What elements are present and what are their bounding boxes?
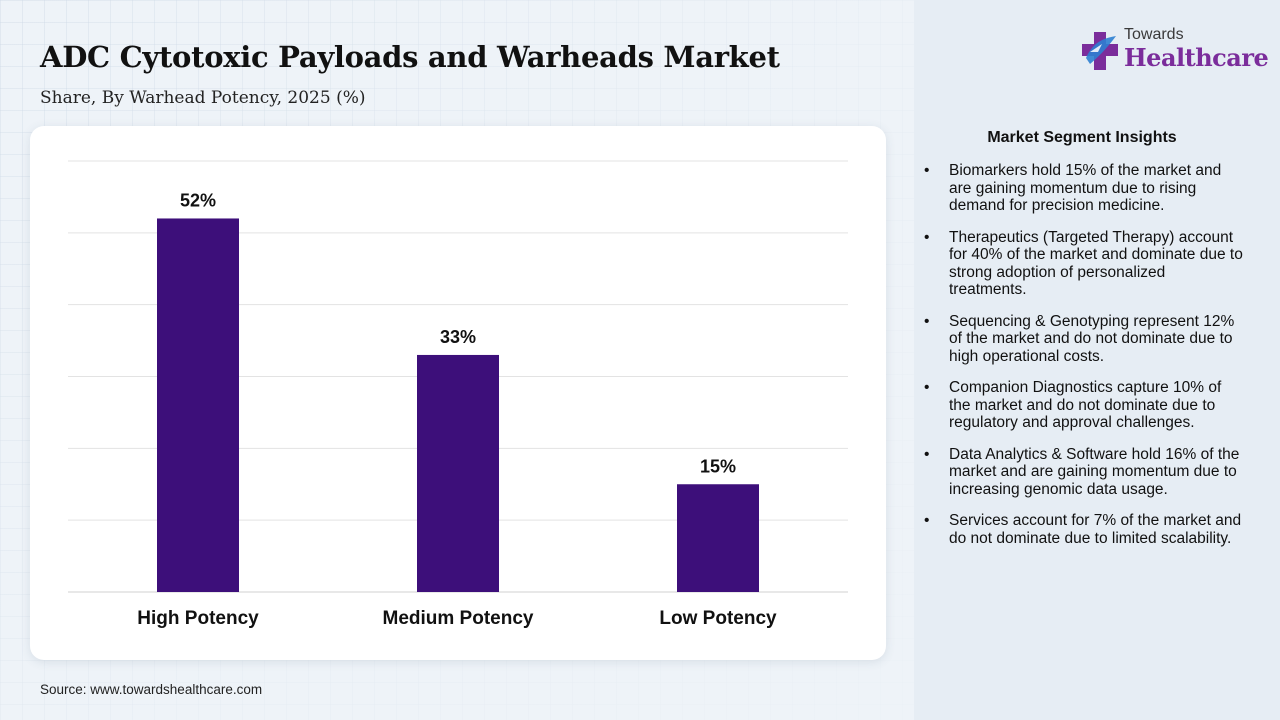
insight-text: Services account for 7% of the market an… [949,512,1242,547]
insight-text: Biomarkers hold 15% of the market and ar… [949,162,1222,214]
bar [677,484,759,592]
brand-name-small: Towards [1124,26,1184,43]
chart-card: 52% High Potency 33% Medium Potency 15% Low P… [30,126,886,660]
insight-text: Companion Diagnostics capture 10% of the… [949,379,1222,431]
bullet-icon: • [924,445,930,463]
data-label: 52% [180,190,216,210]
insight-item: • Data Analytics & Software hold 16% of t… [924,446,1244,499]
bullet-icon: • [924,512,930,529]
page-title: ADC Cytotoxic Payloads and Warheads Mark… [40,40,780,74]
insight-item: • Therapeutics (Targeted Therapy) account… [924,229,1244,299]
bar [417,354,499,592]
bullet-icon: • [924,162,930,179]
x-tick-label: Low Potency [659,608,777,629]
bullet-icon: • [924,312,930,330]
insight-text: Therapeutics (Targeted Therapy) account … [949,228,1243,299]
insights-title: Market Segment Insights [987,129,1177,146]
insight-item: • Sequencing & Genotyping represent 12% o… [924,313,1244,366]
brand-name-big: Healthcare [1124,43,1269,72]
source-note: Source: www.towardshealthcare.com [40,682,263,697]
insights-panel [914,0,1280,720]
insight-item: • Services account for 7% of the market a… [924,512,1244,547]
data-label: 33% [440,327,476,347]
insights-list: • Biomarkers hold 15% of the market and a… [924,162,1244,561]
brand-logo: Towards Healthcare [1080,26,1269,78]
insight-item: • Biomarkers hold 15% of the market and a… [924,162,1244,215]
insight-text: Sequencing & Genotyping represent 12% of… [949,312,1235,365]
bar-chart: 52% High Potency 33% Medium Potency 15% Low P… [68,160,848,629]
x-tick-label: Medium Potency [383,608,534,629]
insight-item: • Companion Diagnostics capture 10% of th… [924,379,1244,432]
insight-text: Data Analytics & Software hold 16% of th… [949,445,1240,498]
bullet-icon: • [924,379,930,396]
brand-cross-icon [1082,32,1118,70]
bullet-icon: • [924,228,930,246]
data-label: 15% [700,456,736,476]
x-tick-label: High Potency [137,608,259,629]
page-subtitle: Share, By Warhead Potency, 2025 (%) [40,88,366,108]
bar [157,218,239,592]
